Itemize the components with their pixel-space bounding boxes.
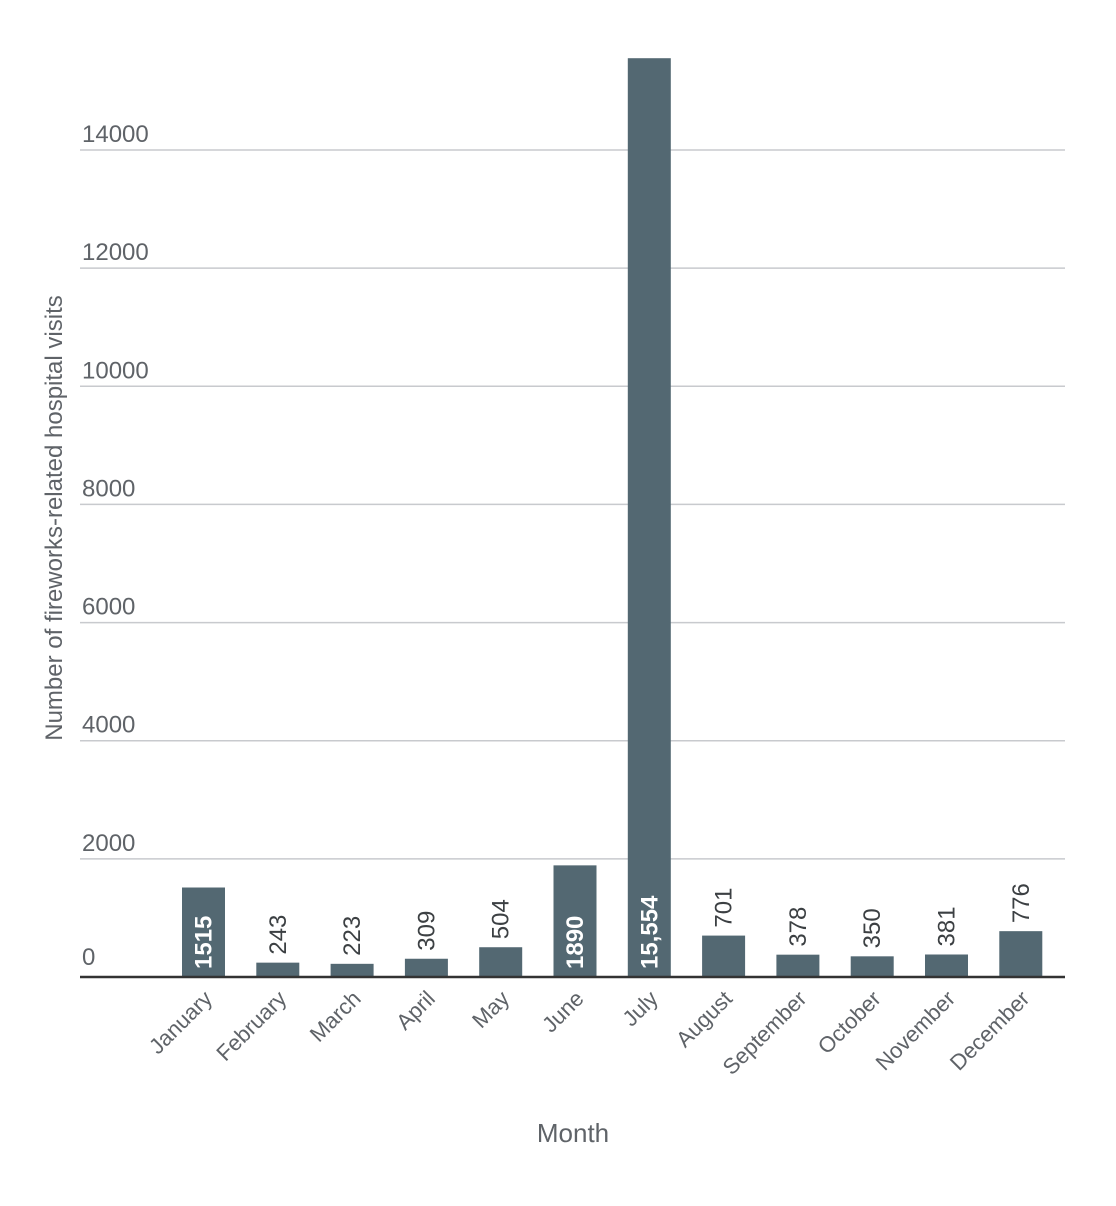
data-label: 504 bbox=[488, 899, 515, 939]
x-tick-label: June bbox=[537, 986, 588, 1037]
gridlines bbox=[80, 149, 1065, 860]
data-label: 243 bbox=[265, 915, 292, 955]
x-tick-label: March bbox=[305, 986, 366, 1047]
x-tick-label: October bbox=[813, 986, 886, 1059]
bar bbox=[182, 887, 225, 977]
x-tick-label: July bbox=[617, 986, 662, 1031]
bar bbox=[330, 963, 374, 977]
data-label: 15,554 bbox=[636, 895, 663, 969]
y-tick-labels: 0 2000 4000 6000 8000 10000 12000 14000 bbox=[82, 121, 149, 971]
x-tick-label: February bbox=[211, 986, 291, 1066]
bar bbox=[999, 931, 1043, 977]
bar bbox=[404, 958, 448, 977]
y-tick-label: 12000 bbox=[82, 239, 149, 266]
data-label: 223 bbox=[339, 916, 366, 956]
bar bbox=[479, 947, 523, 977]
y-tick-label: 14000 bbox=[82, 121, 149, 148]
x-axis-title: Month bbox=[537, 1118, 609, 1148]
data-label: 309 bbox=[413, 911, 440, 951]
x-tick-label: December bbox=[945, 986, 1034, 1075]
bar bbox=[702, 935, 746, 977]
x-tick-label: August bbox=[671, 986, 737, 1052]
bar bbox=[850, 956, 894, 977]
x-tick-label: May bbox=[467, 986, 514, 1033]
bar bbox=[256, 962, 300, 977]
y-tick-label: 4000 bbox=[82, 712, 135, 739]
data-label: 1890 bbox=[562, 916, 589, 969]
y-tick-label: 6000 bbox=[82, 594, 135, 621]
y-tick-label: 10000 bbox=[82, 357, 149, 384]
bar bbox=[925, 954, 968, 977]
data-label: 1515 bbox=[191, 916, 218, 969]
x-tick-label: April bbox=[391, 986, 440, 1035]
y-axis-title: Number of fireworks-related hospital vis… bbox=[41, 295, 68, 741]
x-tick-label: November bbox=[871, 986, 960, 1075]
y-tick-label: 8000 bbox=[82, 475, 135, 502]
data-labels: 1515 243 223 309 504 1890 15,554 701 378 350 381 77… bbox=[191, 883, 1035, 969]
bars bbox=[182, 58, 1043, 977]
bar bbox=[553, 865, 597, 977]
y-tick-label: 0 bbox=[82, 944, 95, 971]
data-label: 378 bbox=[785, 907, 812, 947]
y-tick-label: 2000 bbox=[82, 830, 135, 857]
bar bbox=[776, 954, 820, 977]
data-label: 350 bbox=[859, 908, 886, 948]
data-label: 381 bbox=[934, 906, 961, 946]
bar bbox=[627, 58, 671, 977]
data-label: 701 bbox=[711, 888, 738, 928]
data-label: 776 bbox=[1008, 883, 1035, 923]
x-tick-label: January bbox=[144, 986, 217, 1059]
